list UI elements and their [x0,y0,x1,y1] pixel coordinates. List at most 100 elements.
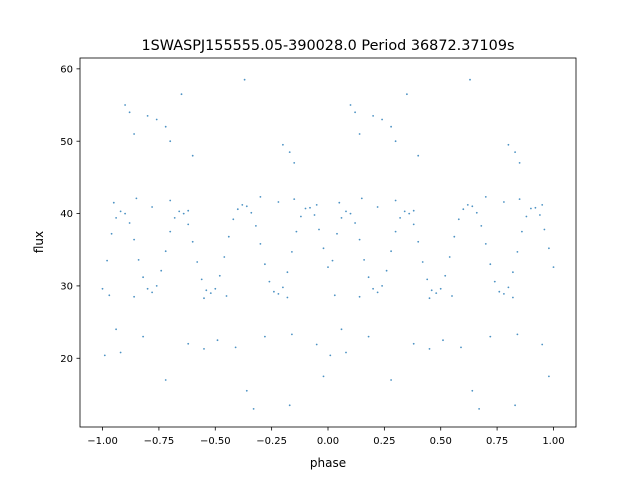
data-point [534,206,537,209]
data-point [358,238,361,241]
data-point [478,408,480,410]
data-point [225,295,228,297]
data-point [108,294,111,297]
y-tick-label: 40 [60,209,73,220]
data-point [119,351,122,354]
data-point [521,230,523,233]
y-axis-ticks: 20 30 40 50 60 [60,64,80,365]
data-point [503,201,505,203]
data-point [507,143,510,146]
data-point [182,212,185,215]
data-point [250,211,253,214]
data-point [417,154,420,157]
data-point [514,404,516,407]
data-point [358,133,361,135]
data-point [430,289,433,292]
data-point [358,295,361,298]
data-point [530,207,532,210]
data-point [252,408,255,410]
data-point [539,214,541,216]
data-point [241,204,244,206]
data-point [146,115,149,117]
data-point [133,295,136,298]
data-point [300,215,302,218]
data-point [124,104,126,106]
data-point [548,247,550,250]
data-point [178,210,181,213]
data-point [340,328,343,331]
data-point [203,297,205,300]
data-point [507,286,510,289]
data-point [512,296,514,299]
data-point [142,276,145,279]
y-tick-label: 50 [60,137,73,148]
x-tick-label: −0.50 [200,436,231,447]
x-axis-label: phase [310,456,346,470]
data-point [264,263,266,266]
data-point [137,259,140,261]
data-point [453,235,456,238]
data-point [480,225,483,227]
data-point [115,217,117,219]
data-point [128,111,131,114]
data-point [381,285,383,287]
data-point [406,93,408,96]
data-point [372,115,374,117]
data-point [288,151,291,154]
data-point [390,379,392,381]
data-point [412,209,415,212]
data-point [345,351,347,354]
data-point [245,205,248,208]
data-point [259,196,262,198]
data-point [160,269,163,272]
data-point [345,210,347,213]
data-point [293,162,296,164]
data-point [525,215,528,218]
data-point [304,207,307,210]
data-point [503,293,505,295]
data-point [315,343,318,346]
x-tick-label: 0.00 [317,436,339,447]
x-axis-ticks: −1.00 −0.75 −0.50 −0.25 0.00 0.25 0.50 0.75 1.00 [87,427,565,447]
data-point [110,232,113,235]
data-point [135,197,138,200]
data-point [489,263,492,266]
data-point [354,111,356,114]
data-point [295,230,298,233]
data-point [155,285,158,287]
data-point [227,235,230,238]
y-tick-label: 20 [60,354,73,365]
data-point [164,379,167,381]
data-point [128,222,131,224]
data-point [399,217,401,219]
data-point [412,223,415,226]
y-tick-label: 60 [60,64,73,75]
data-point [216,339,219,342]
data-point [273,290,275,293]
x-tick-label: 0.50 [430,436,452,447]
data-point [514,151,516,154]
data-point [331,259,334,262]
data-point [209,292,212,294]
data-point [155,118,158,121]
data-point [376,206,379,208]
data-point [340,217,343,219]
data-point [421,261,424,263]
data-point [412,342,415,345]
data-point [259,243,262,245]
data-point [180,93,183,96]
data-point [516,333,519,336]
x-tick-label: 0.75 [486,436,508,447]
data-point [428,348,431,350]
data-point [112,201,115,204]
data-point [318,228,320,231]
chart-title: 1SWASPJ155555.05-390028.0 Period 36872.3… [142,38,515,54]
data-point [236,208,239,211]
data-point [286,271,289,274]
data-point [381,118,383,121]
x-tick-label: −1.00 [87,436,118,447]
data-point [187,342,190,345]
x-tick-label: 1.00 [542,436,564,447]
data-point [541,204,544,206]
data-point [498,290,501,293]
